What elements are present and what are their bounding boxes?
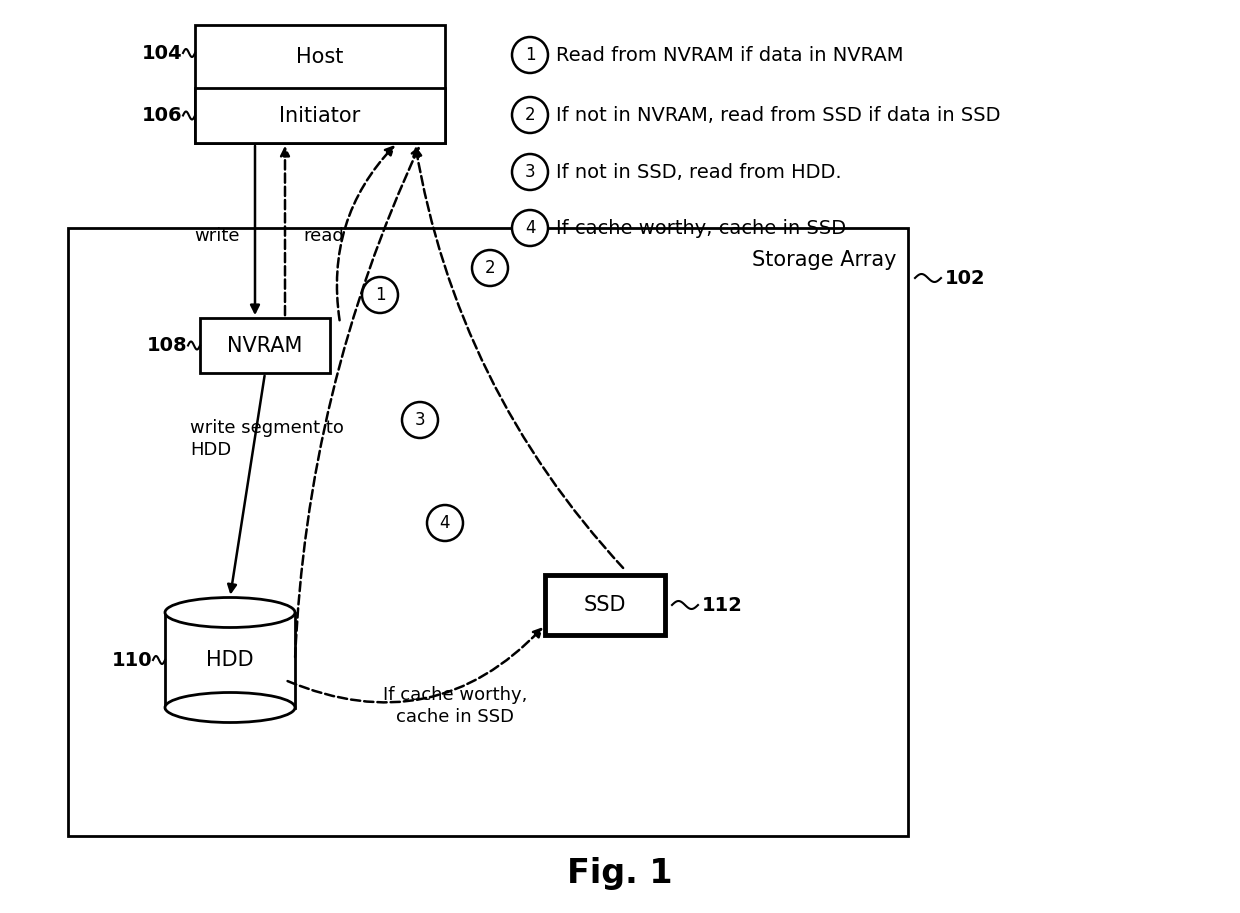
- Text: HDD: HDD: [206, 650, 254, 670]
- Circle shape: [362, 277, 398, 313]
- FancyArrowPatch shape: [337, 147, 393, 320]
- Text: read: read: [303, 226, 343, 245]
- Bar: [195, 25, 445, 143]
- Text: 3: 3: [414, 411, 425, 429]
- Text: If cache worthy, cache in SSD: If cache worthy, cache in SSD: [556, 218, 846, 237]
- Circle shape: [512, 154, 548, 190]
- Text: 106: 106: [141, 106, 182, 125]
- Circle shape: [512, 210, 548, 246]
- Text: Read from NVRAM if data in NVRAM: Read from NVRAM if data in NVRAM: [556, 46, 904, 65]
- Text: 2: 2: [525, 106, 536, 124]
- Text: NVRAM: NVRAM: [227, 335, 303, 355]
- Bar: [165, 613, 295, 708]
- Text: SSD: SSD: [584, 595, 626, 615]
- Text: 1: 1: [374, 286, 386, 304]
- Bar: [195, 88, 445, 143]
- FancyArrowPatch shape: [295, 148, 419, 657]
- FancyArrowPatch shape: [413, 149, 624, 568]
- Text: HDD: HDD: [190, 441, 231, 459]
- Bar: [200, 318, 330, 373]
- Circle shape: [427, 505, 463, 541]
- Circle shape: [512, 97, 548, 133]
- Circle shape: [472, 250, 508, 286]
- Ellipse shape: [165, 692, 295, 722]
- Text: 2: 2: [485, 259, 495, 277]
- Text: cache in SSD: cache in SSD: [396, 708, 515, 726]
- Circle shape: [512, 37, 548, 73]
- Text: 3: 3: [525, 163, 536, 181]
- Text: 110: 110: [112, 650, 153, 669]
- Text: If not in SSD, read from HDD.: If not in SSD, read from HDD.: [556, 163, 842, 182]
- Text: write segment to: write segment to: [190, 419, 343, 437]
- Text: 108: 108: [146, 336, 187, 355]
- Text: 104: 104: [141, 44, 182, 62]
- Text: If not in NVRAM, read from SSD if data in SSD: If not in NVRAM, read from SSD if data i…: [556, 106, 1001, 124]
- Text: 4: 4: [525, 219, 536, 237]
- Text: Fig. 1: Fig. 1: [567, 856, 673, 889]
- Text: Host: Host: [296, 47, 343, 67]
- Ellipse shape: [165, 597, 295, 627]
- Text: Initiator: Initiator: [279, 106, 361, 125]
- Text: 112: 112: [702, 595, 743, 614]
- Text: 4: 4: [440, 514, 450, 532]
- Text: 102: 102: [945, 268, 986, 288]
- Text: 1: 1: [525, 46, 536, 64]
- Circle shape: [402, 402, 438, 438]
- FancyArrowPatch shape: [281, 149, 289, 315]
- Bar: [546, 575, 665, 635]
- Text: write: write: [195, 226, 241, 245]
- Text: Storage Array: Storage Array: [751, 250, 897, 270]
- Bar: [68, 228, 908, 836]
- FancyArrowPatch shape: [288, 629, 541, 702]
- Text: If cache worthy,: If cache worthy,: [383, 686, 527, 704]
